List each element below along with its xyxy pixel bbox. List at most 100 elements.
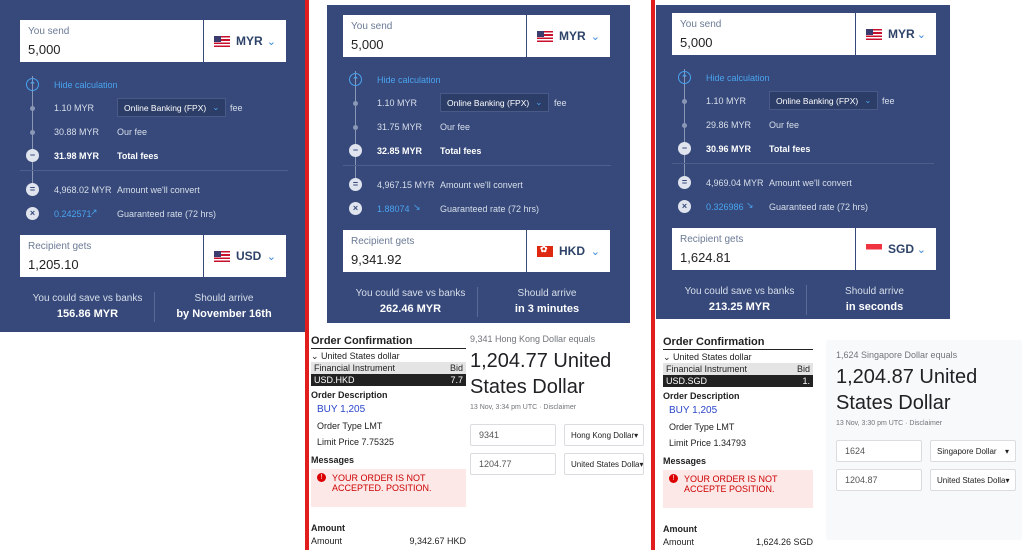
times-icon: × — [26, 207, 39, 220]
fee2-label: Our fee — [440, 122, 471, 132]
savings-label: You could save vs banks — [32, 293, 143, 304]
hide-calc-icon[interactable]: ⌃ — [349, 73, 362, 86]
from-currency-select[interactable]: Singapore Dollar ▾ — [930, 440, 1016, 462]
chevron-down-icon: ▾ — [634, 430, 639, 440]
payment-method-select[interactable]: Online Banking (FPX) ⌄ — [117, 98, 227, 117]
recipient-input[interactable]: Recipient gets 9,341.92 — [343, 230, 526, 272]
savings-value: 262.46 MYR — [379, 303, 442, 315]
from-amount-input[interactable]: 9341 — [470, 424, 556, 446]
payment-method-select[interactable]: Online Banking (FPX) ⌄ — [440, 93, 550, 112]
recipient-currency: USD — [236, 249, 262, 263]
order-desc-title: Order Description — [311, 390, 388, 400]
timestamp[interactable]: 13 Nov, 3:30 pm UTC · Disclaimer — [836, 420, 943, 427]
equals-icon: = — [26, 183, 39, 196]
flag-sg-icon — [866, 243, 882, 255]
arrival-value: in 3 minutes — [514, 303, 580, 315]
base-currency: ⌄ United States dollar — [311, 351, 400, 361]
recipient-value[interactable]: 1,205.10 — [28, 257, 79, 272]
chevron-down-icon: ⌄ — [590, 30, 600, 43]
savings-info: You could save vs banks 262.46 MYR — [343, 288, 478, 315]
chevron-down-icon: ▾ — [1005, 475, 1010, 485]
to-amount-input[interactable]: 1204.87 — [836, 469, 922, 491]
result-line2: States Dollar — [470, 376, 585, 398]
fee2-label: Our fee — [117, 127, 148, 137]
rate-label: Guaranteed rate (72 hrs) — [769, 202, 869, 212]
minus-icon: − — [678, 142, 691, 155]
amount-row: Amount 9,342.67 HKD — [311, 536, 466, 546]
amount-title: Amount — [663, 524, 697, 534]
from-currency-select[interactable]: Hong Kong Dollar ▾ — [564, 424, 644, 446]
send-value[interactable]: 5,000 — [28, 42, 61, 57]
arrival-label: Should arrive — [194, 293, 254, 304]
chevron-down-icon: ⌄ — [266, 250, 276, 263]
recipient-label: Recipient gets — [28, 241, 92, 252]
result-line1: 1,204.87 United — [836, 366, 978, 388]
fee1-amount: 1.10 MYR — [377, 98, 418, 108]
payment-method-select[interactable]: Online Banking (FPX) ⌄ — [769, 91, 879, 110]
total-label: Total fees — [440, 146, 482, 156]
arrival-info: Should arrive in 3 minutes — [478, 288, 616, 315]
recipient-input[interactable]: Recipient gets 1,205.10 — [20, 235, 203, 277]
recipient-currency: HKD — [559, 244, 585, 258]
amount-title: Amount — [311, 523, 345, 533]
send-input[interactable]: You send 5,000 — [672, 13, 855, 55]
convert-label: Amount we'll convert — [769, 178, 852, 188]
send-input[interactable]: You send 5,000 — [20, 20, 203, 62]
convert-amount: 4,968.02 MYR — [54, 185, 112, 195]
from-amount-input[interactable]: 1624 — [836, 440, 922, 462]
recipient-value[interactable]: 1,624.81 — [680, 250, 731, 265]
trend-icon: ↘ — [413, 202, 421, 212]
recipient-label: Recipient gets — [351, 236, 415, 247]
trend-icon: ↗ — [90, 207, 98, 217]
transfer-card-usd: You send 5,000 MYR ⌄ ⌃ Hide calculation … — [0, 0, 305, 332]
order-desc-title: Order Description — [663, 391, 740, 401]
send-input[interactable]: You send 5,000 — [343, 15, 526, 57]
send-currency-select[interactable]: MYR ⌄ — [204, 20, 286, 62]
rate-value[interactable]: 0.326986 — [706, 202, 744, 212]
timestamp[interactable]: 13 Nov, 3:34 pm UTC · Disclaimer — [470, 404, 577, 411]
arrival-label: Should arrive — [845, 286, 904, 297]
error-message: ! YOUR ORDER IS NOT ACCEPTED. POSITION. — [311, 469, 466, 507]
recipient-input[interactable]: Recipient gets 1,624.81 — [672, 228, 855, 270]
equals-text: 9,341 Hong Kong Dollar equals — [470, 334, 596, 344]
send-currency-select[interactable]: MYR ⌄ — [527, 15, 610, 57]
recipient-value[interactable]: 9,341.92 — [351, 252, 402, 267]
trend-icon: ↘ — [746, 200, 754, 210]
hide-calc-icon[interactable]: ⌃ — [678, 71, 691, 84]
flag-us-icon — [537, 30, 553, 42]
chevron-down-icon: ▾ — [639, 459, 644, 469]
fee1-amount: 1.10 MYR — [706, 96, 747, 106]
rate-value[interactable]: 0.242571 — [54, 209, 92, 219]
hide-calc-link[interactable]: Hide calculation — [377, 75, 441, 85]
hide-calc-link[interactable]: Hide calculation — [54, 80, 118, 90]
error-icon: ! — [317, 473, 326, 482]
chevron-down-icon: ⌄ — [916, 28, 926, 41]
chevron-down-icon: ⌄ — [590, 245, 600, 258]
to-currency-select[interactable]: United States Dolla ▾ — [930, 469, 1016, 491]
send-currency-select[interactable]: MYR ⌄ — [856, 13, 936, 55]
result-line2: States Dollar — [836, 392, 951, 414]
to-currency-select[interactable]: United States Dolla ▾ — [564, 453, 644, 475]
send-value[interactable]: 5,000 — [351, 37, 384, 52]
recipient-label: Recipient gets — [680, 234, 744, 245]
limit-price: Limit Price 1.34793 — [669, 438, 747, 448]
instrument-row: USD.SGD 1. — [663, 375, 813, 387]
hide-calc-icon[interactable]: ⌃ — [26, 78, 39, 91]
fee2-amount: 30.88 MYR — [54, 127, 100, 137]
send-value[interactable]: 5,000 — [680, 35, 713, 50]
order-title: Order Confirmation — [311, 335, 466, 349]
recipient-currency-select[interactable]: USD ⌄ — [204, 235, 286, 277]
error-icon: ! — [669, 474, 678, 483]
recipient-currency-select[interactable]: SGD ⌄ — [856, 228, 936, 270]
to-amount-input[interactable]: 1204.77 — [470, 453, 556, 475]
send-label: You send — [680, 19, 722, 30]
convert-label: Amount we'll convert — [440, 180, 523, 190]
buy-line: BUY 1,205 — [669, 405, 718, 416]
savings-info: You could save vs banks 213.25 MYR — [672, 286, 807, 313]
recipient-currency-select[interactable]: HKD ⌄ — [527, 230, 610, 272]
instrument-row: USD.HKD 7.7 — [311, 374, 466, 386]
savings-info: You could save vs banks 156.86 MYR — [20, 293, 155, 320]
hide-calc-link[interactable]: Hide calculation — [706, 73, 770, 83]
rate-value[interactable]: 1.88074 — [377, 204, 410, 214]
equals-icon: = — [678, 176, 691, 189]
